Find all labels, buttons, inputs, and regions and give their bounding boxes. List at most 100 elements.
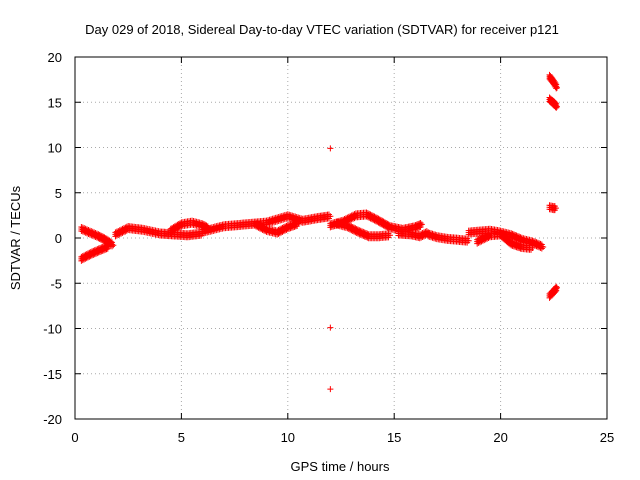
chart-title: Day 029 of 2018, Sidereal Day-to-day VTE… — [85, 22, 559, 37]
scatter-track-4 — [167, 217, 213, 236]
scatter-point — [474, 240, 481, 247]
scatter-point — [348, 216, 355, 223]
scatter-point — [282, 227, 289, 234]
scatter-point — [102, 246, 109, 253]
scatter-point — [116, 231, 123, 238]
scatter-track-8 — [333, 218, 393, 242]
x-tick-label: 5 — [178, 430, 185, 445]
scatter-point — [93, 250, 100, 257]
scatter-track-15 — [546, 202, 559, 214]
scatter-point — [79, 257, 86, 264]
scatter-point — [347, 217, 354, 224]
scatter-point — [83, 255, 90, 262]
scatter-point — [327, 145, 334, 152]
y-tick-label: -20 — [43, 412, 62, 427]
scatter-point — [540, 244, 547, 251]
y-tick-label: 20 — [48, 50, 62, 65]
scatter-point — [113, 232, 120, 239]
scatter-point — [553, 287, 560, 294]
scatter-point — [78, 257, 85, 264]
scatter-track-9 — [395, 228, 432, 242]
scatter-point — [419, 233, 426, 240]
scatter-point — [100, 247, 107, 254]
scatter-point — [553, 284, 560, 291]
scatter-point — [97, 248, 104, 255]
scatter-point — [81, 256, 88, 263]
scatter-track-10 — [425, 229, 472, 246]
scatter-point — [479, 237, 486, 244]
scatter-point — [422, 232, 429, 239]
data-points — [78, 71, 560, 393]
scatter-track-13 — [546, 71, 560, 92]
scatter-point — [98, 248, 105, 255]
scatter-point — [89, 252, 96, 259]
scatter-point — [418, 221, 425, 228]
scatter-point — [477, 239, 484, 246]
scatter-point — [276, 230, 283, 237]
scatter-point — [553, 104, 560, 111]
scatter-point — [283, 226, 290, 233]
scatter-track-6 — [252, 218, 302, 238]
scatter-point — [104, 245, 111, 252]
scatter-point — [386, 232, 393, 239]
scatter-point — [553, 103, 560, 110]
scatter-point — [417, 223, 424, 230]
scatter-point — [275, 230, 282, 237]
scatter-point — [364, 234, 371, 241]
scatter-point — [351, 215, 358, 222]
scatter-track-16 — [546, 283, 560, 301]
scatter-point — [119, 229, 126, 236]
scatter-point — [475, 239, 482, 246]
scatter-point — [85, 254, 92, 261]
y-tick-label: 15 — [48, 95, 62, 110]
scatter-point — [280, 228, 287, 235]
scatter-point — [553, 84, 560, 91]
x-tick-label: 15 — [387, 430, 401, 445]
scatter-point — [262, 228, 269, 235]
scatter-point — [327, 324, 334, 331]
scatter-point — [122, 228, 129, 235]
scatter-point — [112, 233, 119, 240]
y-tick-label: -5 — [50, 276, 62, 291]
scatter-point — [95, 249, 102, 256]
x-tick-label: 10 — [281, 430, 295, 445]
scatter-point — [109, 243, 116, 250]
scatter-point — [87, 253, 94, 260]
scatter-point — [120, 229, 127, 236]
scatter-point — [295, 220, 302, 227]
scatter-point — [82, 255, 89, 262]
y-tick-label: 5 — [55, 186, 62, 201]
y-axis-label: SDTVAR / TECUs — [8, 185, 23, 290]
scatter-point — [481, 237, 488, 244]
scatter-point — [274, 231, 281, 238]
scatter-point — [415, 225, 422, 232]
axis-ticks: 0 5 10 15 20 25 -20 -15 -10 -5 0 5 10 15 20 — [43, 50, 614, 445]
scatter-isolated-points — [327, 145, 334, 393]
scatter-track-12 — [474, 229, 536, 253]
scatter-point — [86, 253, 93, 260]
scatter-point — [529, 244, 536, 251]
scatter-point — [482, 236, 489, 243]
scatter-point — [91, 251, 98, 258]
scatter-point — [118, 230, 125, 237]
scatter-point — [103, 246, 110, 253]
y-tick-label: 0 — [55, 231, 62, 246]
scatter-point — [478, 238, 485, 245]
scatter-track-14 — [546, 94, 560, 111]
y-tick-label: -10 — [43, 322, 62, 337]
scatter-point — [279, 228, 286, 235]
scatter-point — [90, 251, 97, 258]
x-axis-label: GPS time / hours — [291, 459, 390, 474]
scatter-point — [327, 386, 334, 393]
scatter-point — [278, 229, 285, 236]
scatter-point — [416, 235, 423, 242]
scatter-point — [553, 85, 560, 92]
scatter-point — [177, 224, 184, 231]
scatter-point — [115, 231, 122, 238]
scatter-point — [99, 247, 106, 254]
scatter-point — [110, 242, 117, 249]
scatter-point — [484, 235, 491, 242]
scatter-point — [350, 215, 357, 222]
scatter-point — [538, 245, 545, 252]
